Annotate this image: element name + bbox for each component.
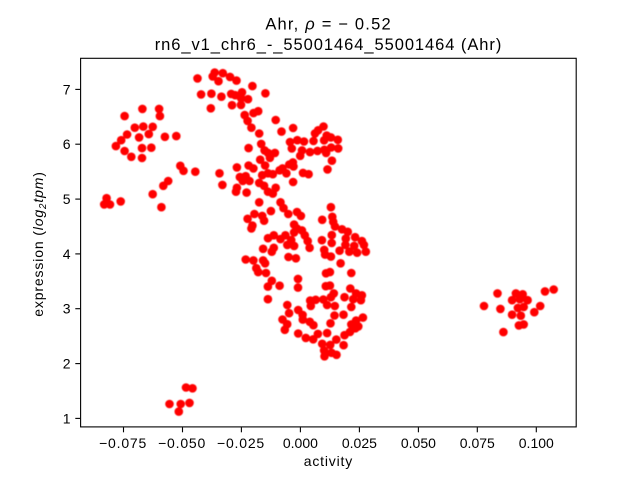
svg-text:3: 3 — [63, 301, 71, 317]
svg-text:0.025: 0.025 — [342, 435, 377, 451]
svg-text:1: 1 — [63, 410, 71, 426]
svg-text:5: 5 — [63, 191, 71, 207]
svg-text:−0.025: −0.025 — [217, 435, 265, 451]
svg-text:−0.075: −0.075 — [99, 435, 147, 451]
svg-text:7: 7 — [63, 81, 71, 97]
svg-text:0.050: 0.050 — [401, 435, 436, 451]
svg-text:6: 6 — [63, 136, 71, 152]
svg-text:0.000: 0.000 — [283, 435, 318, 451]
svg-text:0.100: 0.100 — [519, 435, 554, 451]
svg-text:rn6_v1_chr6_-_55001464_5500146: rn6_v1_chr6_-_55001464_55001464 (Ahr) — [155, 36, 503, 54]
svg-text:activity: activity — [304, 453, 353, 469]
svg-text:−0.050: −0.050 — [158, 435, 206, 451]
svg-text:0.075: 0.075 — [460, 435, 495, 451]
svg-text:2: 2 — [63, 356, 71, 372]
svg-text:4: 4 — [63, 246, 71, 262]
svg-text:Ahr, ρ = − 0.52: Ahr, ρ = − 0.52 — [265, 15, 392, 33]
